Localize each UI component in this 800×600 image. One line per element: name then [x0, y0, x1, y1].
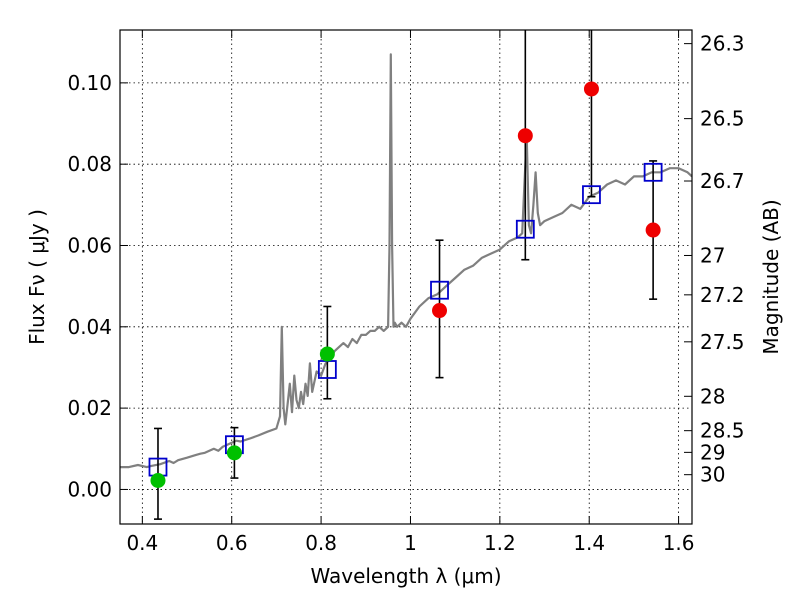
right-tick-label: 28 — [700, 384, 725, 408]
data-point — [583, 81, 599, 97]
x-tick-label: 1.2 — [484, 531, 516, 555]
right-tick-label: 29 — [700, 440, 725, 464]
model-square — [515, 219, 535, 239]
y-axis-title: Flux Fν ( μJy ) — [25, 209, 49, 345]
data-point — [645, 222, 661, 238]
right-tick-label: 28.5 — [700, 419, 745, 443]
spectrum — [120, 53, 692, 469]
y-axis-right-title: Magnitude (AB) — [759, 199, 783, 354]
y-tick-label: 0.02 — [67, 396, 112, 420]
ticks: 0.4 0.6 0.8 1 1.2 1.4 1.6 0.00 0.02 0.04 0.06 0.08 0… — [67, 30, 745, 555]
markers — [148, 81, 663, 488]
y-tick-label: 0.10 — [67, 71, 112, 95]
x-tick-label: 1.4 — [573, 531, 605, 555]
data-point — [319, 346, 335, 362]
data-point — [226, 445, 242, 461]
data-point — [150, 472, 166, 488]
model-square — [430, 280, 449, 300]
right-tick-label: 27 — [700, 243, 725, 267]
x-axis-title: Wavelength λ (μm) — [310, 564, 501, 588]
y-tick-label: 0.04 — [67, 315, 112, 339]
plot-frame — [119, 29, 693, 525]
right-tick-label: 26.3 — [700, 32, 745, 56]
right-tick-label: 30 — [700, 463, 725, 487]
x-tick-label: 1 — [404, 531, 417, 555]
x-tick-label: 0.8 — [305, 531, 337, 555]
model-square — [643, 162, 663, 182]
right-tick-label: 26.7 — [700, 169, 745, 193]
grid — [120, 30, 692, 524]
y-tick-label: 0.08 — [67, 152, 112, 176]
right-tick-label: 27.2 — [700, 283, 745, 307]
y-tick-label: 0.00 — [67, 477, 112, 501]
spectrum-line — [120, 53, 692, 469]
plot-area — [120, 30, 692, 524]
y-tick-label: 0.06 — [67, 233, 112, 257]
data-point — [432, 303, 448, 319]
data-point — [517, 128, 533, 144]
right-tick-label: 26.5 — [700, 107, 745, 131]
x-tick-label: 0.4 — [126, 531, 158, 555]
right-tick-label: 27.5 — [700, 330, 745, 354]
model-square — [582, 185, 601, 205]
x-tick-label: 1.6 — [663, 531, 695, 555]
x-tick-label: 0.6 — [216, 531, 248, 555]
